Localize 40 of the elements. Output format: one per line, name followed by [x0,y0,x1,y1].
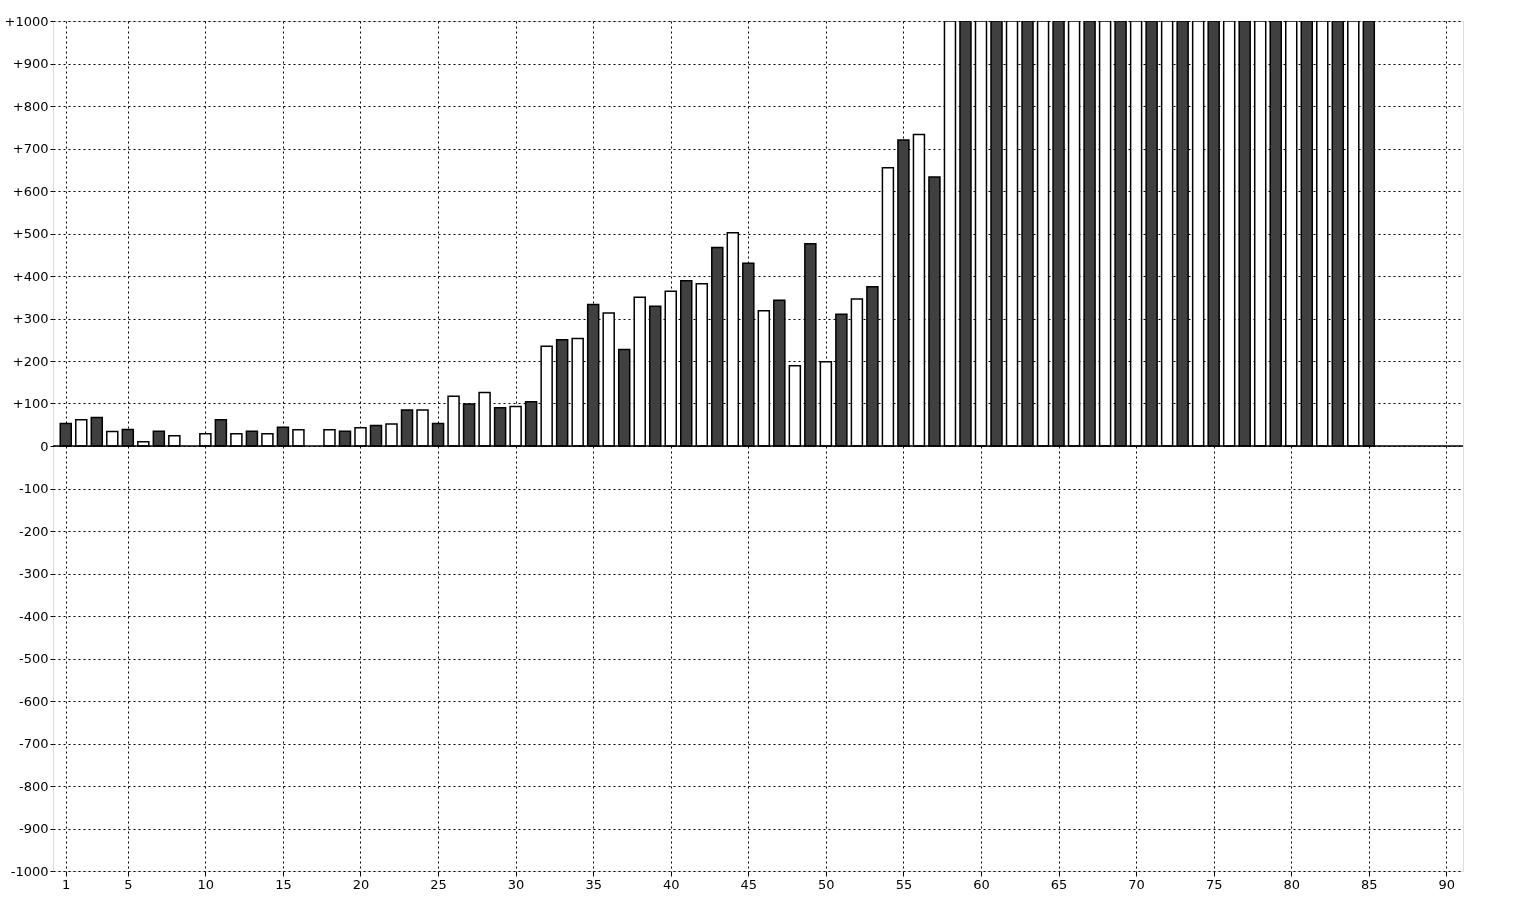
x-tick-label: 30 [507,876,525,892]
x-tick-label: 85 [1361,876,1378,892]
x-tick-label: 65 [1050,876,1068,892]
y-tick-label: +500 [12,226,49,241]
y-tick-label: +700 [12,141,49,156]
y-tick-label: -1000 [10,863,49,879]
y-tick-label: +300 [12,311,49,326]
x-tick-label: 50 [818,876,835,892]
x-tick-label: 45 [740,876,758,892]
y-tick-label: -500 [18,651,49,666]
y-tick-label: +400 [12,268,49,284]
y-tick-label: -700 [18,736,49,751]
y-tick-label: -800 [18,778,49,794]
y-tick-label: +600 [12,183,49,199]
x-tick-label: 40 [662,876,680,892]
x-tick-label: 80 [1283,876,1301,892]
x-tick-label: 1 [62,876,71,892]
x-tick-label: 90 [1438,876,1456,892]
y-tick-label: +100 [12,396,49,411]
x-tick-label: 55 [895,876,913,892]
y-tick-label: +900 [12,56,49,71]
y-tick-label: -100 [18,481,49,496]
x-tick-label: 75 [1205,876,1223,892]
y-tick-label: -200 [18,523,49,539]
x-tick-label: 25 [430,876,447,892]
y-tick-label: -600 [18,693,49,709]
x-tick-label: 70 [1128,876,1145,892]
y-tick-label: -400 [18,608,49,624]
x-tick-label: 15 [275,876,292,892]
x-tick-label: 20 [352,876,370,892]
x-tick-label: 5 [124,876,133,892]
y-tick-label: 0 [40,438,49,454]
x-tick-label: 10 [197,876,215,892]
y-tick-label: +800 [12,98,49,114]
y-tick-label: -300 [18,566,49,581]
x-tick-label: 35 [585,876,602,892]
x-tick-label: 60 [973,876,990,892]
y-tick-label: -900 [18,821,49,836]
y-tick-label: +200 [12,353,49,369]
y-tick-label: +1000 [4,13,49,29]
